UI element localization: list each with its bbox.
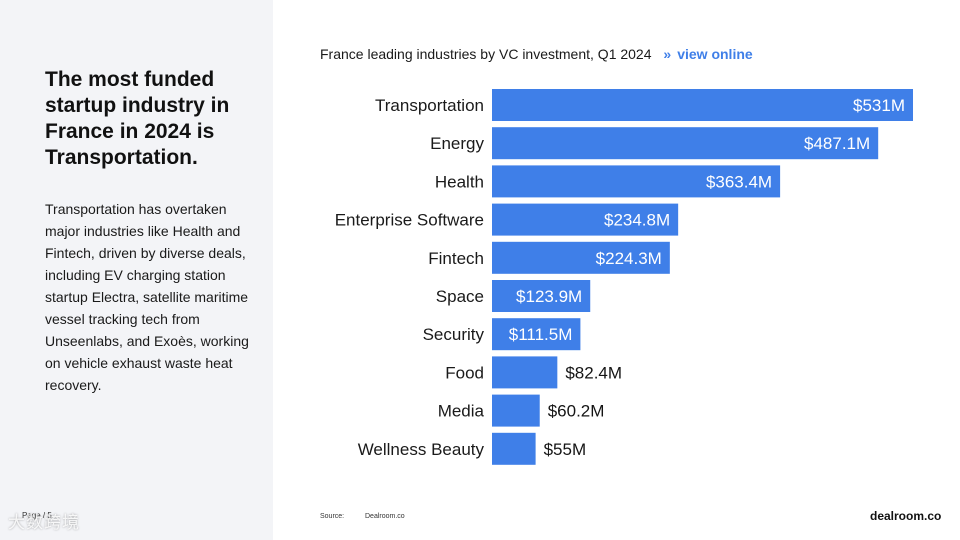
bar-chart: Transportation $531M Energy $487.1M Health $3… — [335, 89, 913, 465]
headline: The most funded startup industry in Fran… — [45, 68, 230, 169]
category-label: Energy — [430, 134, 484, 153]
value-label: $487.1M — [804, 134, 870, 153]
chart-title: France leading industries by VC investme… — [320, 46, 652, 62]
description-text: Transportation has overtaken major indus… — [45, 201, 249, 393]
value-label: $123.9M — [516, 287, 582, 306]
value-label: $55M — [544, 440, 587, 459]
chart-header: France leading industries by VC investme… — [320, 46, 753, 62]
category-label: Fintech — [428, 249, 484, 268]
category-label: Wellness Beauty — [358, 440, 485, 459]
value-label: $234.8M — [604, 211, 670, 230]
category-label: Space — [436, 287, 484, 306]
bar — [492, 432, 536, 465]
bar — [492, 89, 913, 121]
category-label: Security — [423, 325, 485, 344]
value-label: $531M — [853, 96, 905, 115]
watermark: 大数跨境 — [8, 513, 80, 533]
bar — [492, 318, 581, 351]
bar — [492, 241, 670, 274]
page-number: Page / 5 — [22, 511, 52, 520]
view-online-link[interactable]: » view online — [663, 46, 752, 62]
category-label: Health — [435, 172, 484, 191]
view-online-label: view online — [677, 46, 753, 62]
value-label: $111.5M — [509, 325, 573, 344]
category-label: Food — [445, 363, 484, 382]
source-label: Source: — [320, 513, 345, 520]
bar — [492, 394, 540, 427]
bar — [492, 127, 879, 160]
source-value: Dealroom.co — [365, 513, 405, 520]
value-label: $60.2M — [548, 402, 605, 421]
value-label: $224.3M — [596, 249, 662, 268]
left-panel — [0, 0, 273, 540]
value-label: $82.4M — [565, 363, 622, 382]
bar — [492, 203, 679, 236]
bar — [492, 165, 781, 198]
chevron-right-icon: » — [663, 46, 672, 62]
category-label: Enterprise Software — [335, 211, 484, 230]
category-label: Transportation — [375, 96, 484, 115]
dealroom-logo[interactable]: dealroom.co — [870, 509, 942, 523]
bar — [492, 356, 558, 389]
bar — [492, 280, 591, 312]
value-label: $363.4M — [706, 172, 772, 191]
category-label: Media — [438, 402, 485, 421]
